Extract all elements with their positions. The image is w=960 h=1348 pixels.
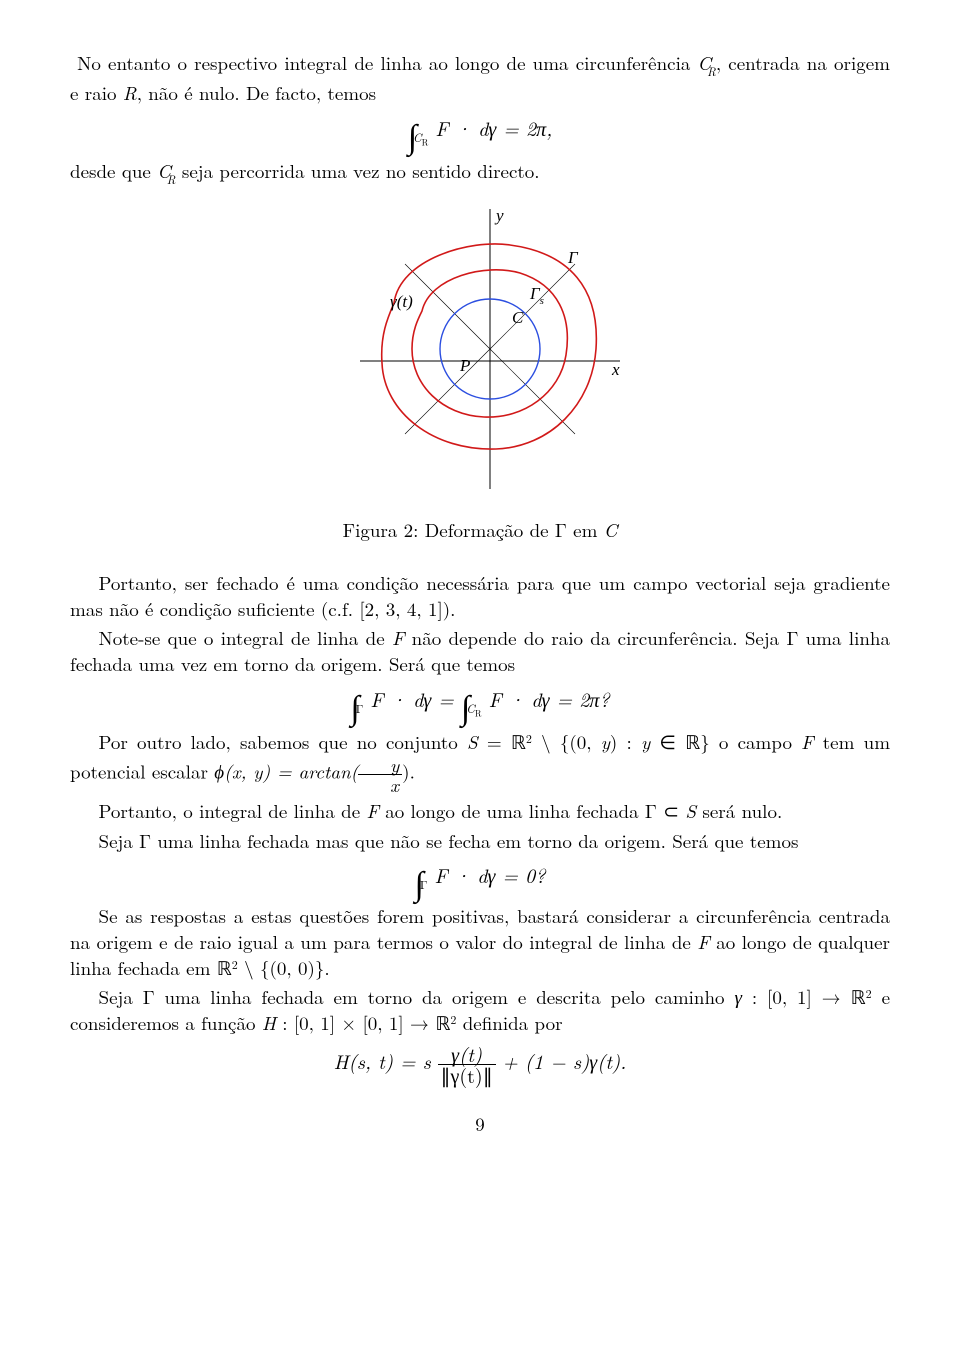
text: No entanto o respectivo integral de linh… bbox=[77, 49, 697, 76]
svg-text:P: P bbox=[459, 356, 470, 375]
svg-text:x: x bbox=[611, 360, 620, 379]
paragraph-2: desde que CR seja percorrida uma vez no … bbox=[70, 158, 890, 188]
math-var: CR bbox=[698, 49, 716, 76]
figure-caption: Figura 2: Deformação de Γ em C bbox=[70, 517, 890, 543]
svg-text:Γ: Γ bbox=[567, 248, 579, 267]
equation-2: ∫Γ F · dγ = ∫CR F · dγ = 2π? bbox=[70, 685, 890, 720]
equation-1: ∫CR F · dγ = 2π, bbox=[70, 114, 890, 149]
math-var: R bbox=[123, 79, 137, 106]
svg-text:y: y bbox=[494, 206, 504, 225]
paragraph-8: Se as respostas a estas questões forem p… bbox=[70, 903, 890, 980]
svg-text:γ(t): γ(t) bbox=[390, 292, 413, 311]
svg-text:C: C bbox=[512, 308, 524, 327]
math-var: CR bbox=[157, 157, 175, 184]
equation-3: ∫Γ F · dγ = 0? bbox=[70, 861, 890, 893]
text: desde que bbox=[70, 157, 157, 184]
paragraph-3: Portanto, ser fechado é uma condição nec… bbox=[70, 570, 890, 621]
paragraph-5: Por outro lado, sabemos que no conjunto … bbox=[70, 729, 890, 794]
equation-4: H(s, t) = s γ(t)∥γ(t)∥ + (1 − s)γ(t). bbox=[70, 1044, 890, 1085]
page-number: 9 bbox=[70, 1111, 890, 1137]
paragraph-4: Note-se que o integral de linha de F não… bbox=[70, 625, 890, 676]
text: , não é nulo. De facto, temos bbox=[137, 79, 376, 106]
figure-svg: y x Γ Γs Cγ(t) P bbox=[300, 199, 660, 499]
paragraph-6: Portanto, o integral de linha de F ao lo… bbox=[70, 798, 890, 824]
paragraph-7: Seja Γ uma linha fechada mas que não se … bbox=[70, 828, 890, 854]
figure-2: y x Γ Γs Cγ(t) P bbox=[70, 199, 890, 499]
paragraph-1: No entanto o respectivo integral de linh… bbox=[70, 50, 890, 106]
text: seja percorrida uma vez no sentido direc… bbox=[176, 157, 540, 184]
svg-text:Γs: Γs bbox=[529, 284, 544, 307]
paragraph-9: Seja Γ uma linha fechada em torno da ori… bbox=[70, 984, 890, 1035]
